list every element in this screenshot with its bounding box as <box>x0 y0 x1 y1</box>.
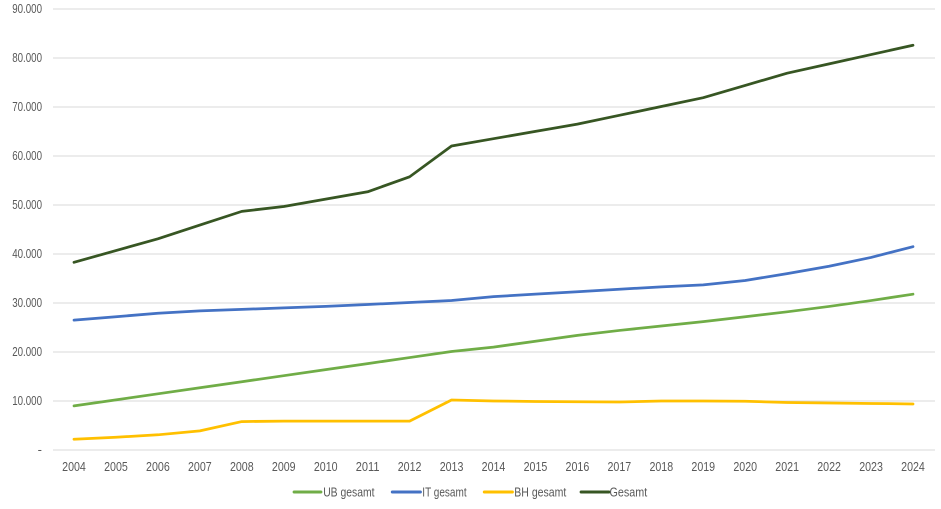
svg-text:2012: 2012 <box>398 459 422 474</box>
svg-text:2019: 2019 <box>691 459 715 474</box>
svg-text:2022: 2022 <box>817 459 841 474</box>
svg-text:2013: 2013 <box>440 459 464 474</box>
svg-text:BH gesamt: BH gesamt <box>514 485 566 500</box>
svg-text:2024: 2024 <box>901 459 925 474</box>
svg-text:70.000: 70.000 <box>12 99 42 114</box>
svg-text:UB gesamt: UB gesamt <box>323 485 375 500</box>
svg-text:2007: 2007 <box>188 459 212 474</box>
svg-text:IT gesamt: IT gesamt <box>422 485 467 500</box>
svg-text:10.000: 10.000 <box>12 393 42 408</box>
svg-text:2010: 2010 <box>314 459 338 474</box>
svg-text:2011: 2011 <box>356 459 380 474</box>
svg-text:2014: 2014 <box>482 459 506 474</box>
svg-text:2015: 2015 <box>524 459 548 474</box>
svg-text:2017: 2017 <box>608 459 632 474</box>
svg-text:2008: 2008 <box>230 459 254 474</box>
svg-text:30.000: 30.000 <box>12 295 42 310</box>
svg-text:2005: 2005 <box>104 459 128 474</box>
svg-text:Gesamt: Gesamt <box>610 485 648 500</box>
svg-text:2018: 2018 <box>649 459 673 474</box>
svg-text:2009: 2009 <box>272 459 296 474</box>
svg-text:80.000: 80.000 <box>12 50 42 65</box>
svg-text:90.000: 90.000 <box>12 1 42 16</box>
svg-text:20.000: 20.000 <box>12 344 42 359</box>
svg-text:40.000: 40.000 <box>12 246 42 261</box>
svg-text:2023: 2023 <box>859 459 883 474</box>
svg-text:50.000: 50.000 <box>12 197 42 212</box>
svg-text:2020: 2020 <box>733 459 757 474</box>
svg-text:2021: 2021 <box>775 459 799 474</box>
svg-text:2006: 2006 <box>146 459 170 474</box>
svg-text:60.000: 60.000 <box>12 148 42 163</box>
svg-text:-: - <box>38 442 42 457</box>
svg-text:2016: 2016 <box>566 459 590 474</box>
svg-text:2004: 2004 <box>62 459 86 474</box>
